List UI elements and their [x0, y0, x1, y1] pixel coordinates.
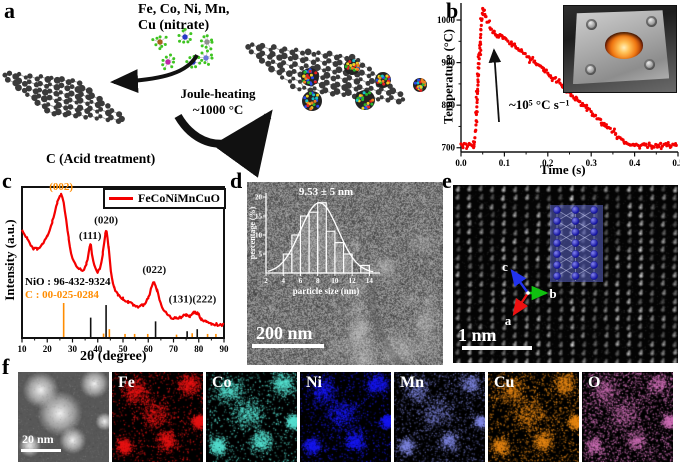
legend-line-swatch — [109, 197, 133, 200]
svg-text:12: 12 — [349, 277, 357, 285]
svg-text:20: 20 — [255, 194, 263, 202]
schematic-svg — [2, 27, 427, 178]
svg-text:40: 40 — [93, 344, 103, 354]
svg-text:80: 80 — [194, 344, 204, 354]
svg-text:8: 8 — [316, 277, 320, 285]
svg-text:30: 30 — [68, 344, 78, 354]
tem-scale-label: 200 nm — [256, 323, 313, 343]
svg-text:50: 50 — [119, 344, 129, 354]
svg-text:90: 90 — [220, 344, 230, 354]
svg-text:(002): (002) — [49, 181, 73, 193]
panel-a-label: a — [4, 0, 15, 23]
eds-map-co: Co — [206, 372, 297, 462]
element-label-co: Co — [212, 374, 232, 391]
temperature-chart-svg: 700 800 900 1000 0.0 0.1 0.2 0.3 0.4 0.5 — [437, 3, 680, 168]
substrate-label: C (Acid treatment) — [46, 151, 156, 166]
eds-map-canvas-fe — [112, 372, 203, 462]
eds-map-mn: Mn — [394, 372, 485, 462]
glowing-sample-hole — [604, 32, 644, 60]
svg-text:5: 5 — [259, 251, 263, 259]
eds-map-o: O — [582, 372, 673, 462]
screw-icon — [584, 63, 596, 75]
svg-text:14: 14 — [366, 277, 374, 285]
svg-text:70: 70 — [169, 344, 179, 354]
svg-text:60: 60 — [144, 344, 154, 354]
element-label-cu: Cu — [494, 374, 515, 391]
svg-text:6: 6 — [299, 277, 303, 285]
eds-map-canvas-o — [582, 372, 673, 462]
stem-scale-bar — [462, 346, 532, 350]
precursor-label: Fe, Co, Ni, Mn, Cu (nitrate) — [138, 2, 230, 34]
screw-icon — [646, 16, 658, 28]
panel-c-label: c — [2, 168, 12, 193]
temperature-axis-label: Temperature (°C) — [441, 29, 456, 124]
svg-text:a: a — [505, 313, 512, 328]
svg-text:c: c — [502, 259, 508, 274]
svg-text:b: b — [549, 286, 556, 301]
eds-scale-label: 20 nm — [22, 432, 54, 446]
two-theta-axis-label: 2θ (degree) — [80, 349, 147, 364]
element-label-fe: Fe — [118, 374, 135, 391]
joule-heater-photo — [563, 5, 677, 93]
eds-map-fe: Fe — [112, 372, 203, 462]
c-reference-label: C : 00-025-0284 — [25, 289, 99, 301]
stem-scale-label: 1 nm — [458, 325, 497, 345]
svg-text:(111): (111) — [79, 230, 102, 242]
eds-map-canvas-cu — [488, 372, 579, 462]
nio-reference-label: NiO : 96-432-9324 — [25, 276, 111, 288]
svg-text:15: 15 — [255, 213, 263, 221]
svg-text:700: 700 — [442, 143, 456, 153]
svg-text:particle size (nm): particle size (nm) — [293, 286, 359, 296]
svg-text:(020): (020) — [94, 214, 118, 226]
panel-b-label: b — [446, 0, 459, 23]
haadf-image-canvas — [18, 372, 109, 462]
svg-text:1000: 1000 — [437, 15, 456, 25]
svg-text:0.0: 0.0 — [455, 158, 467, 168]
svg-text:10: 10 — [331, 277, 339, 285]
eds-scale-bar — [21, 449, 61, 452]
time-axis-label: Time (s) — [540, 162, 586, 177]
screw-icon — [644, 59, 656, 71]
svg-text:(022): (022) — [142, 264, 166, 276]
eds-map-ni: Ni — [300, 372, 391, 462]
element-label-mn: Mn — [400, 374, 424, 391]
svg-text:4: 4 — [281, 277, 285, 285]
screw-icon — [586, 19, 598, 31]
svg-text:0.1: 0.1 — [499, 158, 511, 168]
svg-text:0.4: 0.4 — [629, 158, 641, 168]
svg-text:percentage (%): percentage (%) — [248, 206, 257, 259]
xrd-legend: FeCoNiMnCuO — [103, 188, 226, 209]
intensity-axis-label: Intensity (a.u.) — [2, 219, 17, 301]
eds-map-cu: Cu — [488, 372, 579, 462]
eds-map-canvas-ni — [300, 372, 391, 462]
element-label-o: O — [588, 374, 601, 391]
panel-f-label: f — [2, 354, 10, 379]
svg-text:2: 2 — [264, 277, 268, 285]
svg-text:800: 800 — [442, 100, 456, 110]
svg-text:20: 20 — [43, 344, 53, 354]
svg-text:900: 900 — [442, 58, 456, 68]
svg-text:0.3: 0.3 — [586, 158, 598, 168]
svg-text:0.5: 0.5 — [672, 158, 680, 168]
histogram-inset-svg: 2 4 6 8 10 12 14 5 10 15 20 9.53 ± 5 nm particle siz… — [248, 186, 380, 296]
heating-rate-annotation: ~10⁵ °C s⁻¹ — [509, 97, 570, 112]
eds-map-canvas-co — [206, 372, 297, 462]
panel-d-label: d — [230, 168, 243, 193]
svg-text:0.2: 0.2 — [542, 158, 554, 168]
tem-scale-bar — [252, 344, 324, 348]
element-label-ni: Ni — [306, 374, 322, 391]
heater-plate — [572, 10, 670, 85]
eds-map-canvas-mn — [394, 372, 485, 462]
svg-text:9.53 ± 5 nm: 9.53 ± 5 nm — [299, 186, 353, 198]
panel-e-label: e — [442, 168, 452, 193]
xrd-chart-svg: 10 20 30 40 50 60 70 80 90 (002) (111) (020) (022) (1… — [18, 181, 230, 354]
process-label: Joule-heating ~1000 °C — [180, 86, 256, 117]
crystal-overlay-svg: c b a — [502, 205, 603, 328]
svg-text:10: 10 — [18, 344, 28, 354]
svg-text:10: 10 — [255, 232, 263, 240]
svg-text:(131)(222): (131)(222) — [169, 294, 217, 306]
legend-series-label: FeCoNiMnCuO — [138, 191, 220, 205]
